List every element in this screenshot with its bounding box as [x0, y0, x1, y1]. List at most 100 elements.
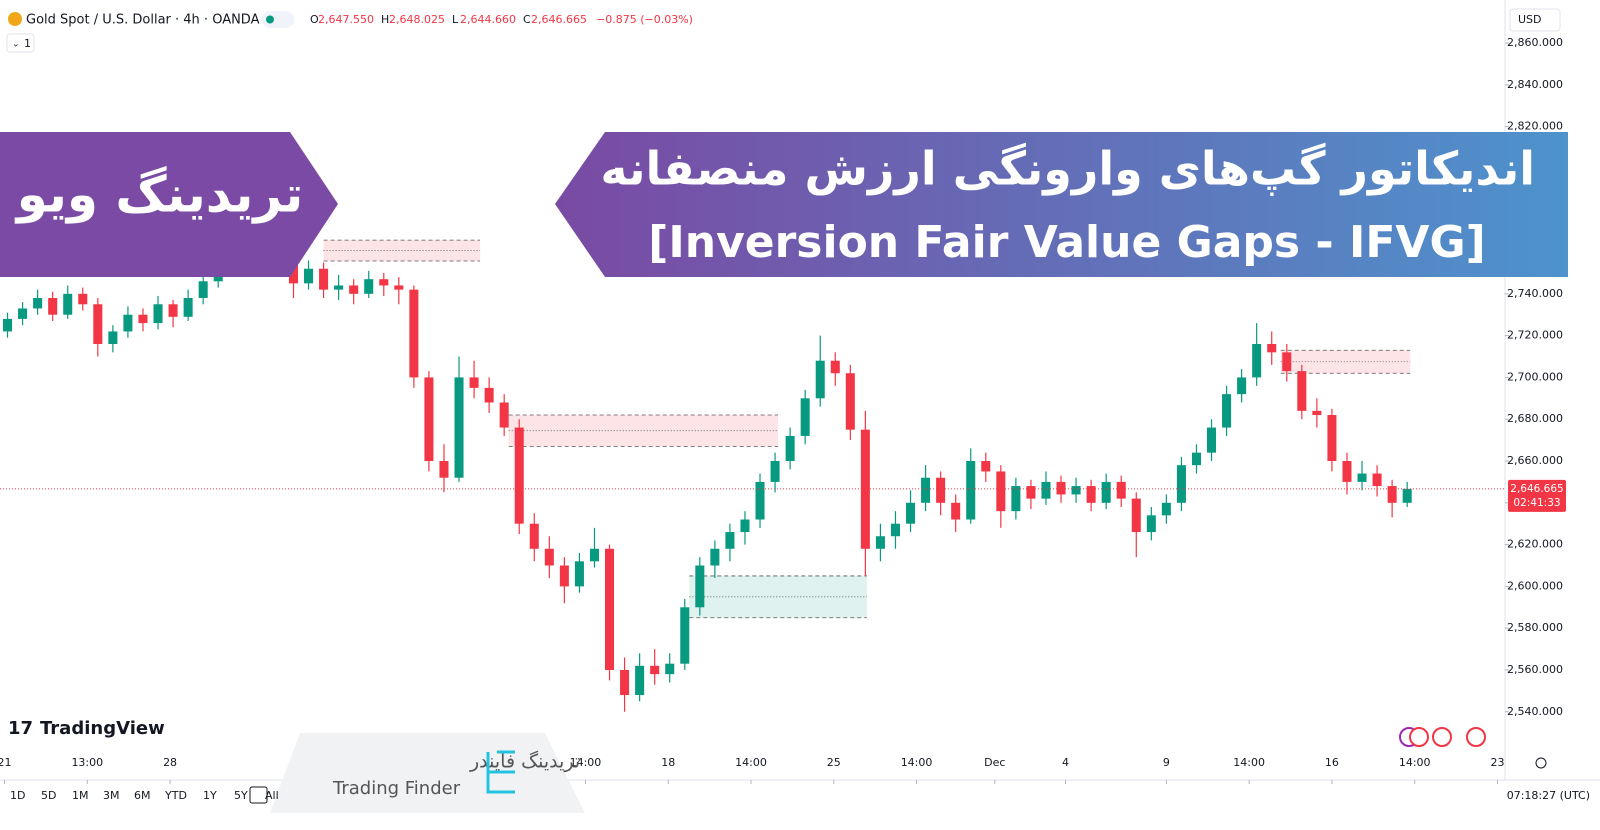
candle-body	[33, 298, 43, 309]
right-banner	[555, 132, 1568, 277]
date-range-icon[interactable]	[249, 786, 268, 804]
candle-body	[635, 665, 645, 696]
candle-body	[710, 548, 720, 566]
left-banner	[0, 132, 338, 277]
range-button[interactable]: YTD	[164, 789, 187, 802]
candle-body	[63, 293, 73, 315]
range-button[interactable]: 1M	[72, 789, 89, 802]
candle-body	[680, 607, 690, 664]
candle-body	[18, 308, 28, 319]
candle-body	[544, 548, 554, 566]
candle-body	[454, 377, 464, 478]
candle-body	[183, 298, 193, 317]
candle-body	[469, 377, 479, 388]
x-tick-label: 14:00	[1399, 756, 1431, 769]
right-banner-title: اندیکاتور گپ‌های وارونگی ارزش منصفانه	[600, 142, 1535, 196]
candle-body	[409, 289, 419, 378]
finder-icon	[486, 750, 515, 794]
range-button[interactable]: All	[265, 789, 279, 802]
candle-body	[1267, 343, 1277, 353]
currency: USD	[1518, 13, 1542, 26]
y-tick-label: 2,700.000	[1507, 370, 1563, 383]
currency-button[interactable]	[1509, 8, 1561, 32]
candle-body	[770, 461, 780, 482]
candle-body	[1387, 486, 1397, 503]
candle-body	[981, 461, 991, 472]
legend-value: 2,644.660	[460, 13, 516, 26]
candle-body	[514, 427, 524, 524]
candle-body	[605, 548, 615, 670]
candle-body	[574, 561, 584, 587]
settings-icon[interactable]	[1535, 757, 1547, 769]
candle-body	[906, 502, 916, 524]
candle-body	[48, 298, 58, 315]
last-price-label: 2,646.665	[1510, 483, 1563, 495]
candle-body	[349, 285, 359, 294]
indicator-toggle[interactable]	[6, 33, 35, 53]
candle-body	[559, 565, 569, 587]
tradingview-mark: 𝟭𝟳	[8, 718, 33, 739]
candle-body	[1252, 343, 1262, 378]
candle-body	[1101, 481, 1111, 503]
range-button[interactable]: 1D	[10, 789, 25, 802]
status-dot	[266, 15, 274, 24]
candle-body	[966, 461, 976, 520]
plot-area	[0, 210, 1505, 712]
finder-logo-fa: تریدینگ فایندر	[469, 751, 580, 773]
range-button[interactable]: 1Y	[203, 789, 217, 802]
candle-body	[78, 293, 88, 305]
legend-key: L	[452, 13, 459, 26]
candle-body	[168, 304, 178, 317]
candle-body	[123, 314, 133, 332]
candle-body	[785, 435, 795, 462]
candle-body	[1041, 481, 1051, 499]
candle-body	[1222, 394, 1232, 428]
candle-body	[529, 523, 539, 549]
toolbar: 1D 5D 1M 3M 6M YTD 1Y 5Y All	[10, 789, 279, 802]
candle-body	[93, 304, 103, 344]
candle-body	[845, 373, 855, 430]
x-tick-label: 23	[1490, 756, 1504, 769]
candle-body	[198, 281, 208, 298]
y-tick-label: 2,840.000	[1507, 78, 1563, 91]
y-tick-label: 2,820.000	[1507, 120, 1563, 133]
candle-body	[1282, 352, 1292, 372]
legend-key: C	[523, 13, 531, 26]
candle-body	[1342, 461, 1352, 482]
candle-body	[755, 481, 765, 520]
candle-body	[1176, 465, 1186, 503]
range-button[interactable]: 5Y	[234, 789, 248, 802]
y-tick-label: 2,620.000	[1507, 538, 1563, 551]
candle-body	[394, 285, 404, 290]
candle-body	[304, 268, 314, 284]
fvg-zone	[1280, 350, 1411, 374]
x-tick-label: 14:00	[735, 756, 767, 769]
finder-logo-en: Trading Finder	[332, 778, 461, 799]
candle-body	[830, 360, 840, 374]
x-tick-label: 25	[827, 756, 841, 769]
candle-body	[138, 314, 148, 324]
candle-body	[1297, 371, 1307, 411]
range-button[interactable]: 6M	[134, 789, 151, 802]
candle-body	[860, 429, 870, 549]
y-tick-label: 2,660.000	[1507, 454, 1563, 467]
candle-body	[379, 279, 389, 286]
candle-body	[1116, 481, 1126, 499]
candle-body	[319, 268, 329, 290]
candle-body	[1011, 486, 1021, 512]
ohlc-legend: O 2,647.550 H 2,648.025 L 2,644.660 C 2,646.665	[310, 13, 587, 26]
candle-body	[1161, 502, 1171, 516]
range-button[interactable]: 3M	[103, 789, 120, 802]
tradingview-logo: TradingView	[40, 718, 165, 739]
candle-body	[424, 377, 434, 462]
countdown: 02:41:33	[1513, 497, 1560, 509]
range-button[interactable]: 5D	[41, 789, 56, 802]
candle-body	[1357, 473, 1367, 482]
candle-body	[1372, 473, 1382, 487]
candle-body	[108, 331, 118, 344]
x-tick-label: 28	[163, 756, 177, 769]
last-price-tag	[1508, 479, 1566, 512]
x-tick-label: 9	[1163, 756, 1170, 769]
candle-body	[890, 523, 900, 537]
